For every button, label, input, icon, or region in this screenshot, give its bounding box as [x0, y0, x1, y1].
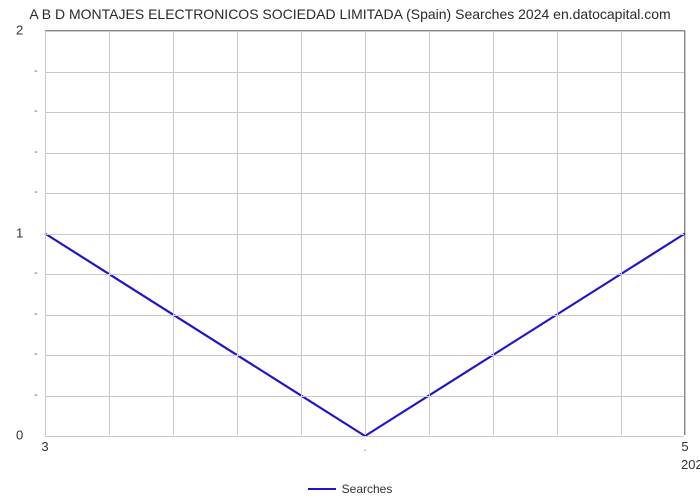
- grid-line-horizontal-minor: [45, 315, 684, 316]
- legend-label: Searches: [342, 482, 393, 496]
- y-minor-tick: -: [34, 105, 38, 117]
- x-tick-label: 5: [681, 439, 688, 454]
- grid-line-horizontal-minor: [45, 355, 684, 356]
- y-minor-tick: -: [34, 267, 38, 279]
- y-minor-tick: -: [34, 348, 38, 360]
- x-extra-label: 202: [681, 457, 700, 472]
- y-minor-tick: -: [34, 308, 38, 320]
- y-minor-tick: -: [34, 65, 38, 77]
- legend-swatch: [308, 488, 336, 490]
- y-tick-label: 1: [16, 225, 23, 240]
- grid-line-horizontal: [45, 436, 684, 437]
- grid-line-horizontal-minor: [45, 193, 684, 194]
- grid-line-horizontal: [45, 234, 684, 235]
- grid-line-horizontal-minor: [45, 274, 684, 275]
- x-tick-mid-marker: .: [363, 439, 367, 454]
- grid-line-horizontal-minor: [45, 72, 684, 73]
- grid-line-horizontal-minor: [45, 396, 684, 397]
- plot-area: [45, 30, 685, 435]
- grid-line-vertical: [685, 31, 686, 435]
- legend: Searches: [0, 481, 700, 496]
- y-tick-label: 2: [16, 23, 23, 38]
- x-tick-label: 3: [41, 439, 48, 454]
- y-tick-label: 0: [16, 428, 23, 443]
- chart-title: A B D MONTAJES ELECTRONICOS SOCIEDAD LIM…: [0, 6, 700, 22]
- grid-line-horizontal-minor: [45, 153, 684, 154]
- y-minor-tick: -: [34, 186, 38, 198]
- grid-line-horizontal: [45, 31, 684, 32]
- grid-line-horizontal-minor: [45, 112, 684, 113]
- y-minor-tick: -: [34, 389, 38, 401]
- y-minor-tick: -: [34, 146, 38, 158]
